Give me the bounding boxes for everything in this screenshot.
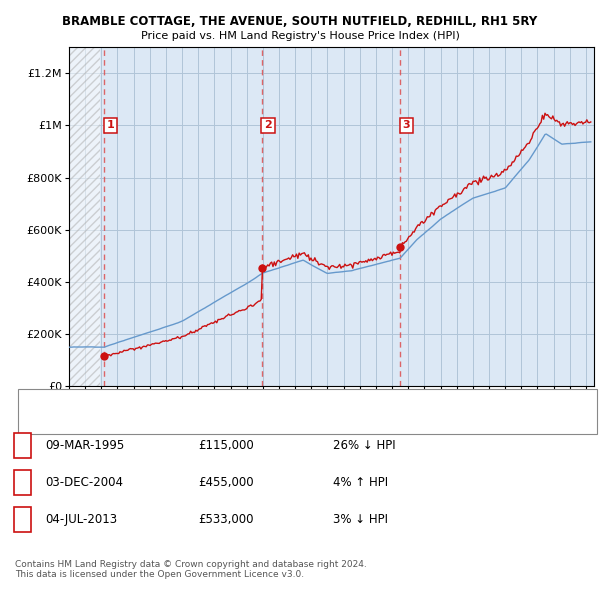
Text: £455,000: £455,000 <box>198 476 254 489</box>
Text: 2: 2 <box>18 476 26 489</box>
Text: 3: 3 <box>403 120 410 130</box>
Text: 04-JUL-2013: 04-JUL-2013 <box>45 513 117 526</box>
Text: BRAMBLE COTTAGE, THE AVENUE, SOUTH NUTFIELD, REDHILL, RH1 5RY (detached hous: BRAMBLE COTTAGE, THE AVENUE, SOUTH NUTFI… <box>63 397 501 407</box>
Text: 1: 1 <box>18 439 26 452</box>
Text: 1: 1 <box>107 120 115 130</box>
Text: HPI: Average price, detached house, Tandridge: HPI: Average price, detached house, Tand… <box>63 419 296 429</box>
Text: 3: 3 <box>18 513 26 526</box>
Text: 26% ↓ HPI: 26% ↓ HPI <box>333 439 395 452</box>
Text: BRAMBLE COTTAGE, THE AVENUE, SOUTH NUTFIELD, REDHILL, RH1 5RY: BRAMBLE COTTAGE, THE AVENUE, SOUTH NUTFI… <box>62 15 538 28</box>
Text: 4% ↑ HPI: 4% ↑ HPI <box>333 476 388 489</box>
Text: 3% ↓ HPI: 3% ↓ HPI <box>333 513 388 526</box>
Text: Contains HM Land Registry data © Crown copyright and database right 2024.
This d: Contains HM Land Registry data © Crown c… <box>15 560 367 579</box>
Text: 2: 2 <box>264 120 272 130</box>
Text: 09-MAR-1995: 09-MAR-1995 <box>45 439 124 452</box>
Text: Price paid vs. HM Land Registry's House Price Index (HPI): Price paid vs. HM Land Registry's House … <box>140 31 460 41</box>
Text: £533,000: £533,000 <box>198 513 254 526</box>
Text: 03-DEC-2004: 03-DEC-2004 <box>45 476 123 489</box>
Text: £115,000: £115,000 <box>198 439 254 452</box>
